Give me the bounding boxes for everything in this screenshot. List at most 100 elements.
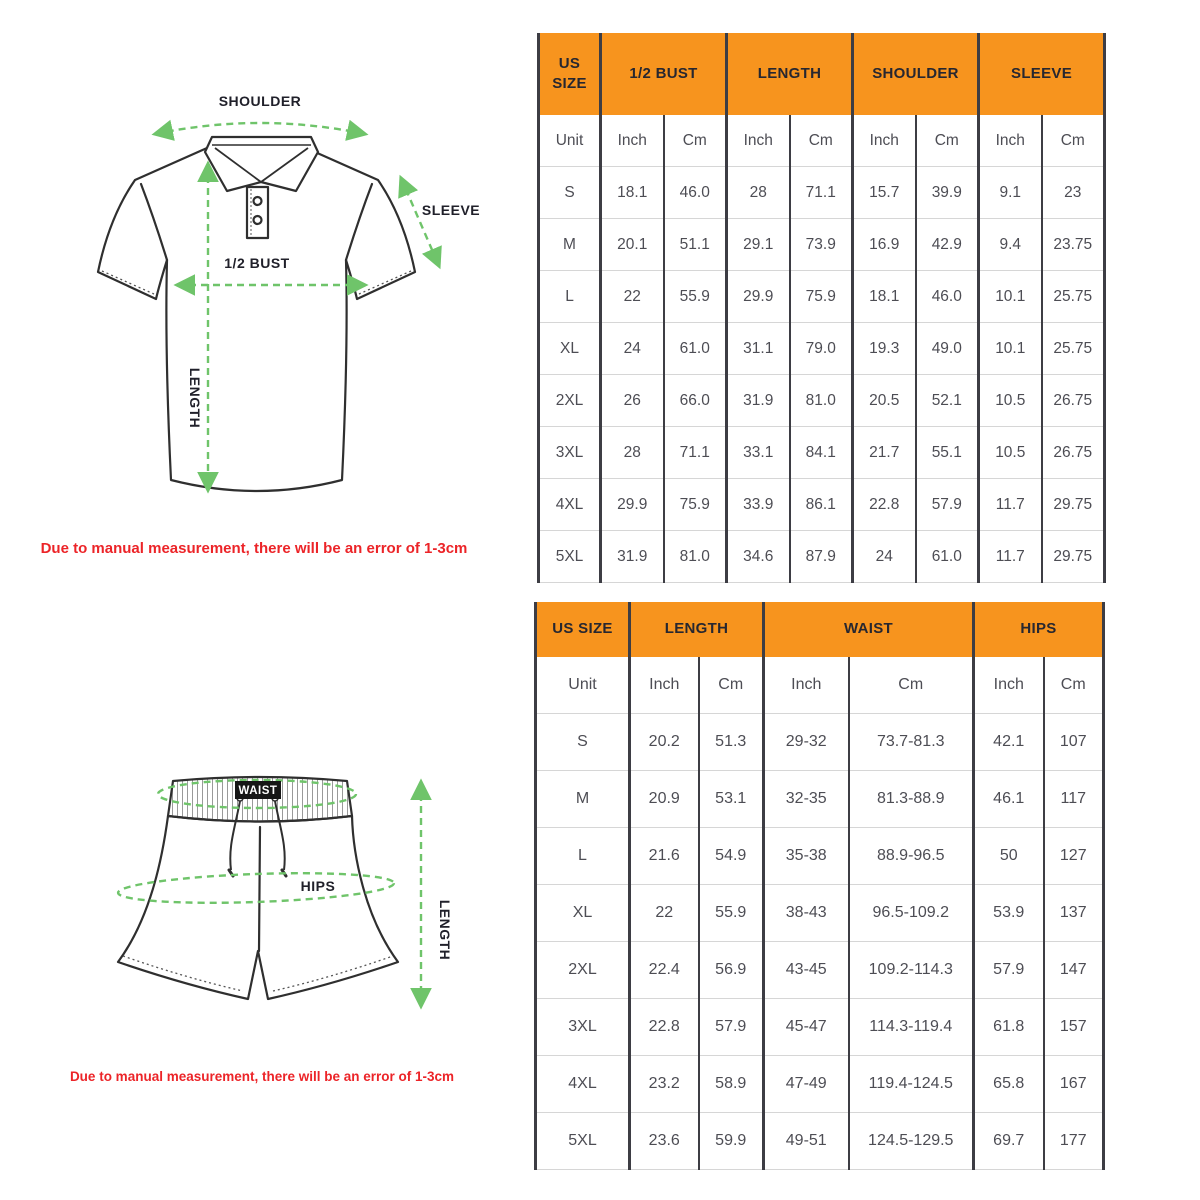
measurement-cell: 57.9 — [972, 941, 1044, 999]
size-label-cell: S — [535, 713, 630, 771]
shorts-size-table: US SIZE LENGTH WAIST HIPS Unit Inch Cm Inch Cm In… — [534, 602, 1105, 1170]
measurement-cell: 11.7 — [977, 530, 1042, 583]
measurement-cell: 79.0 — [788, 322, 853, 375]
measurement-cell: 29.75 — [1040, 478, 1105, 531]
unit-cell: Cm — [662, 115, 727, 167]
polo-shirt-measurement-diagram: SHOULDER SLEEVE 1/2 BUST LENGTH — [55, 88, 485, 540]
measurement-cell: 52.1 — [914, 374, 979, 427]
size-row: L 21.6 54.9 35-38 88.9-96.5 50 127 — [535, 827, 1104, 885]
size-row: 2XL 26 66.0 31.9 81.0 20.5 52.1 10.5 26.75 — [538, 374, 1105, 427]
measurement-cell: 81.0 — [788, 374, 853, 427]
measurement-cell: 46.0 — [662, 166, 727, 219]
measurement-cell: 20.5 — [851, 374, 916, 427]
shoulder-label: SHOULDER — [219, 93, 302, 109]
unit-cell: Inch — [977, 115, 1042, 167]
measurement-cell: 55.9 — [662, 270, 727, 323]
measurement-cell: 23.6 — [628, 1112, 699, 1170]
measurement-cell: 46.1 — [972, 770, 1044, 828]
unit-cell: Inch — [762, 657, 849, 714]
size-label-cell: 5XL — [535, 1112, 630, 1170]
unit-cell: Cm — [697, 657, 764, 714]
measurement-cell: 16.9 — [851, 218, 916, 271]
size-label-cell: 5XL — [538, 530, 601, 583]
measurement-cell: 20.9 — [628, 770, 699, 828]
measurement-cell: 21.6 — [628, 827, 699, 885]
measurement-cell: 73.7-81.3 — [847, 713, 974, 771]
unit-cell: Inch — [628, 657, 699, 714]
measurement-cell: 25.75 — [1040, 270, 1105, 323]
measurement-cell: 10.1 — [977, 322, 1042, 375]
measurement-cell: 25.75 — [1040, 322, 1105, 375]
size-row: XL 24 61.0 31.1 79.0 19.3 49.0 10.1 25.75 — [538, 322, 1105, 375]
table-header-row: US SIZE 1/2 BUST LENGTH SHOULDER SLEEVE — [538, 33, 1105, 115]
measurement-cell: 117 — [1042, 770, 1104, 828]
column-group-header: US SIZE — [535, 602, 630, 657]
measurement-cell: 69.7 — [972, 1112, 1044, 1170]
measurement-cell: 45-47 — [762, 998, 849, 1056]
measurement-cell: 73.9 — [788, 218, 853, 271]
measurement-cell: 50 — [972, 827, 1044, 885]
unit-cell: Unit — [535, 657, 630, 714]
measurement-cell: 81.3-88.9 — [847, 770, 974, 828]
size-row: L 22 55.9 29.9 75.9 18.1 46.0 10.1 25.75 — [538, 270, 1105, 323]
measurement-cell: 26 — [599, 374, 664, 427]
measurement-cell: 65.8 — [972, 1055, 1044, 1113]
waist-label: WAIST — [239, 785, 278, 797]
shorts-measurement-note: Due to manual measurement, there will be… — [69, 1069, 455, 1084]
measurement-cell: 84.1 — [788, 426, 853, 479]
measurement-cell: 29.1 — [725, 218, 790, 271]
table-header-row: US SIZE LENGTH WAIST HIPS — [535, 602, 1104, 657]
measurement-cell: 51.1 — [662, 218, 727, 271]
measurement-cell: 10.5 — [977, 426, 1042, 479]
measurement-cell: 109.2-114.3 — [847, 941, 974, 999]
unit-cell: Cm — [1042, 657, 1104, 714]
size-label-cell: L — [535, 827, 630, 885]
measurement-cell: 28 — [599, 426, 664, 479]
column-group-header: WAIST — [762, 602, 974, 657]
measurement-cell: 61.0 — [914, 530, 979, 583]
measurement-cell: 177 — [1042, 1112, 1104, 1170]
shorts-length-label: LENGTH — [437, 900, 453, 961]
measurement-cell: 22 — [599, 270, 664, 323]
measurement-cell: 9.4 — [977, 218, 1042, 271]
column-group-header: SHOULDER — [851, 33, 979, 115]
measurement-cell: 15.7 — [851, 166, 916, 219]
size-row: M 20.9 53.1 32-35 81.3-88.9 46.1 117 — [535, 770, 1104, 828]
measurement-cell: 34.6 — [725, 530, 790, 583]
measurement-cell: 18.1 — [599, 166, 664, 219]
measurement-cell: 81.0 — [662, 530, 727, 583]
unit-cell: Unit — [538, 115, 601, 167]
measurement-cell: 18.1 — [851, 270, 916, 323]
measurement-cell: 88.9-96.5 — [847, 827, 974, 885]
size-row: XL 22 55.9 38-43 96.5-109.2 53.9 137 — [535, 884, 1104, 942]
measurement-cell: 24 — [599, 322, 664, 375]
size-row: M 20.1 51.1 29.1 73.9 16.9 42.9 9.4 23.75 — [538, 218, 1105, 271]
measurement-cell: 61.0 — [662, 322, 727, 375]
shoulder-arrow — [151, 119, 369, 141]
unit-cell: Inch — [725, 115, 790, 167]
measurement-cell: 55.1 — [914, 426, 979, 479]
size-label-cell: 3XL — [538, 426, 601, 479]
size-label-cell: XL — [538, 322, 601, 375]
shorts-outline — [116, 814, 400, 1001]
size-label-cell: M — [538, 218, 601, 271]
size-row: 2XL 22.4 56.9 43-45 109.2-114.3 57.9 147 — [535, 941, 1104, 999]
size-row: 4XL 29.9 75.9 33.9 86.1 22.8 57.9 11.7 29.75 — [538, 478, 1105, 531]
measurement-cell: 10.1 — [977, 270, 1042, 323]
measurement-cell: 86.1 — [788, 478, 853, 531]
measurement-cell: 23.2 — [628, 1055, 699, 1113]
measurement-cell: 22.4 — [628, 941, 699, 999]
half-bust-label: 1/2 BUST — [224, 255, 289, 271]
measurement-cell: 51.3 — [697, 713, 764, 771]
measurement-cell: 127 — [1042, 827, 1104, 885]
measurement-cell: 137 — [1042, 884, 1104, 942]
measurement-cell: 29.9 — [599, 478, 664, 531]
measurement-cell: 31.9 — [599, 530, 664, 583]
measurement-cell: 23 — [1040, 166, 1105, 219]
hips-ellipse — [116, 872, 396, 904]
unit-cell: Inch — [851, 115, 916, 167]
unit-cell: Cm — [914, 115, 979, 167]
measurement-cell: 107 — [1042, 713, 1104, 771]
measurement-cell: 24 — [851, 530, 916, 583]
measurement-cell: 33.9 — [725, 478, 790, 531]
